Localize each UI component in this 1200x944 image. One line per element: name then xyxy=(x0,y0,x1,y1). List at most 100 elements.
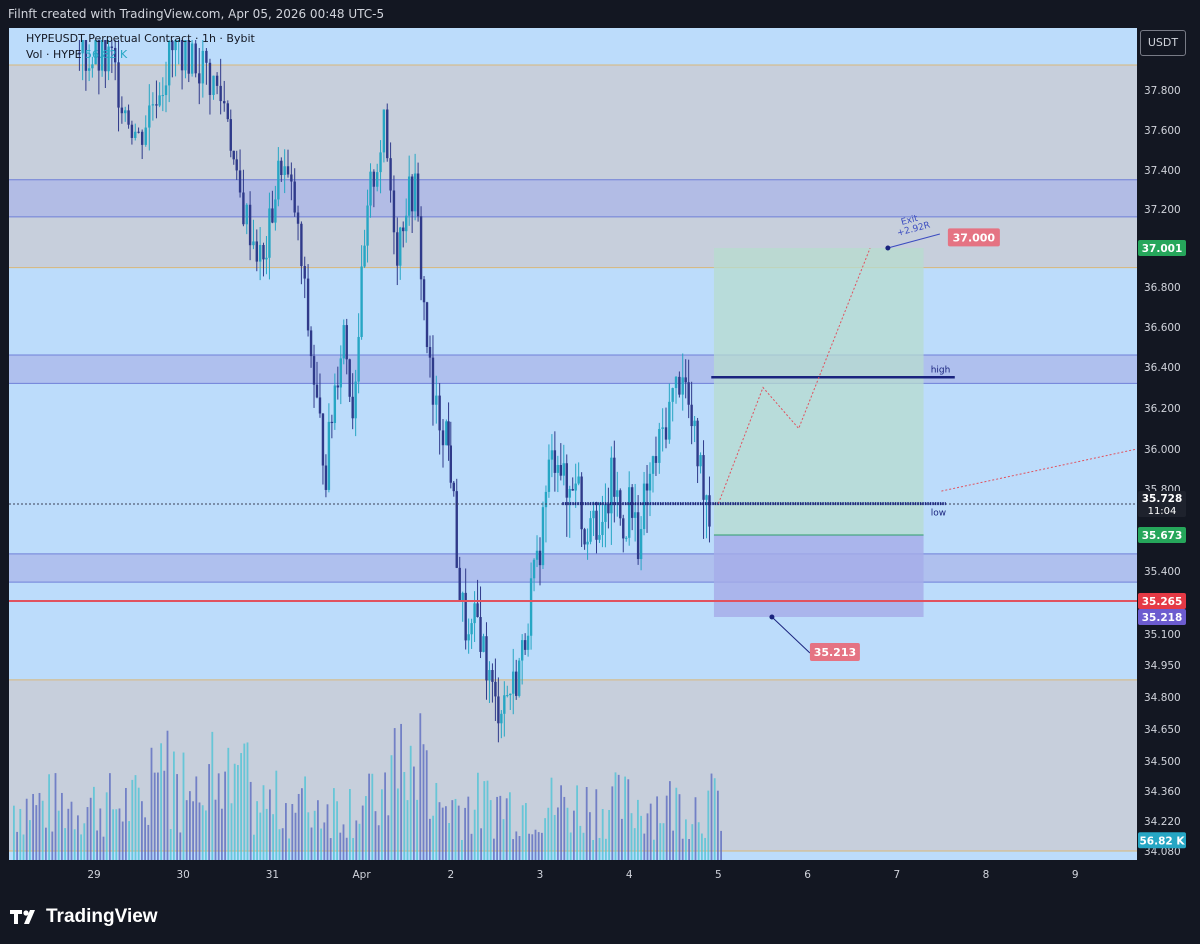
volume-bar xyxy=(358,823,361,860)
volume-bar xyxy=(710,773,713,860)
candle-body xyxy=(642,483,646,530)
candle-body xyxy=(255,241,258,262)
candle-body xyxy=(360,266,363,337)
volume-bar xyxy=(102,836,105,860)
volume-bar xyxy=(73,829,76,860)
time-tick: 8 xyxy=(983,869,990,881)
volume-bar xyxy=(125,787,127,860)
entry-price-badge-bg xyxy=(1138,527,1186,543)
volume-bar xyxy=(633,828,636,860)
candle-body xyxy=(87,68,91,71)
candle-body xyxy=(625,537,628,539)
candle-body xyxy=(571,488,574,491)
volume-bar xyxy=(566,807,569,860)
candle-body xyxy=(559,465,563,476)
volume-bar xyxy=(550,777,553,860)
volume-bar xyxy=(509,792,511,860)
volume-bar xyxy=(681,838,684,860)
exit-connector xyxy=(887,233,941,249)
candle-body xyxy=(616,490,619,497)
volume-bar xyxy=(621,818,623,860)
volume-bar xyxy=(67,808,70,860)
candle-body xyxy=(306,278,310,331)
candle-body xyxy=(550,450,554,460)
time-tick: 31 xyxy=(266,869,279,881)
price-tick: 36.600 xyxy=(1144,322,1181,334)
candle-body xyxy=(187,40,190,74)
chart-area[interactable]: high low Exit +2.92R 37.000 35.213 HYPEUSDT P… xyxy=(9,28,1137,888)
candle-body xyxy=(293,181,296,213)
candle-body xyxy=(500,713,503,724)
candle-body xyxy=(517,660,521,696)
volume-bar xyxy=(624,776,626,860)
candle-body xyxy=(219,85,222,102)
volume-bar xyxy=(297,793,300,860)
candle-body xyxy=(321,413,325,466)
volume-bar xyxy=(301,788,303,860)
candle-body xyxy=(556,465,560,473)
legend-vol-label: Vol · HYPE xyxy=(26,48,82,61)
price-axis[interactable]: 37.800 37.600 37.400 37.200 36.800 36.600 36.4… xyxy=(1137,28,1200,888)
volume-bar xyxy=(195,776,198,860)
volume-bar xyxy=(713,778,716,860)
candle-body xyxy=(674,376,678,389)
loss-zone xyxy=(713,535,924,617)
candle-body xyxy=(324,465,328,490)
time-tick: 7 xyxy=(893,869,900,881)
stop-price-badge-text: 35.218 xyxy=(1142,612,1183,624)
volume-bar xyxy=(112,809,114,860)
volume-bar xyxy=(531,834,534,860)
volume-bar xyxy=(691,824,694,860)
candle-body xyxy=(277,160,280,200)
currency-unit-button[interactable]: USDT xyxy=(1140,30,1186,56)
time-axis[interactable]: 29 30 31 Apr 2 3 4 5 6 7 8 9 xyxy=(9,860,1137,888)
candle-body xyxy=(452,482,455,492)
volume-bar xyxy=(579,825,582,860)
volume-bar xyxy=(131,779,134,860)
volume-bar xyxy=(441,807,444,860)
volume-bar xyxy=(80,834,82,860)
volume-bar xyxy=(29,820,31,860)
candle-body xyxy=(470,623,473,635)
current-price-badge-text: 35.728 xyxy=(1142,493,1183,505)
candle-body xyxy=(654,456,658,463)
volume-bar xyxy=(211,731,214,860)
target-price-badge-text: 37.001 xyxy=(1142,243,1183,255)
volume-bar xyxy=(409,745,412,860)
candle-body xyxy=(396,232,399,266)
volume-bar xyxy=(656,796,658,860)
volume-bar xyxy=(240,753,242,860)
volume-bar xyxy=(563,796,566,860)
candle-body xyxy=(235,159,238,171)
candle-body xyxy=(485,636,488,681)
candle-body xyxy=(479,617,482,652)
volume-bar xyxy=(659,823,662,860)
volume-bar xyxy=(185,800,188,860)
candle-body xyxy=(515,671,518,696)
legend-symbol: HYPEUSDT Perpetual Contract · 1h · Bybit xyxy=(26,32,255,45)
candle-body xyxy=(541,507,545,566)
candle-body xyxy=(491,670,494,682)
volume-bar xyxy=(233,763,236,860)
candle-body xyxy=(690,404,693,427)
volume-bar xyxy=(179,832,182,860)
volume-bar xyxy=(70,801,73,860)
volume-bar xyxy=(512,839,514,860)
candle-body xyxy=(419,216,423,280)
volume-bar xyxy=(320,828,322,860)
candle-body xyxy=(137,131,140,133)
candle-body xyxy=(544,491,548,508)
volume-badge-text: 56.82 K xyxy=(1139,835,1185,847)
volume-bar xyxy=(342,824,345,860)
candle-body xyxy=(155,104,158,106)
volume-bar xyxy=(192,801,194,860)
volume-bar xyxy=(150,747,153,860)
candle-body xyxy=(636,512,640,560)
candle-body xyxy=(130,124,134,138)
volume-bar xyxy=(99,808,102,860)
candle-body xyxy=(405,215,408,232)
time-tick: 6 xyxy=(804,869,811,881)
price-tick: 34.360 xyxy=(1144,786,1181,798)
volume-bar xyxy=(557,807,559,860)
